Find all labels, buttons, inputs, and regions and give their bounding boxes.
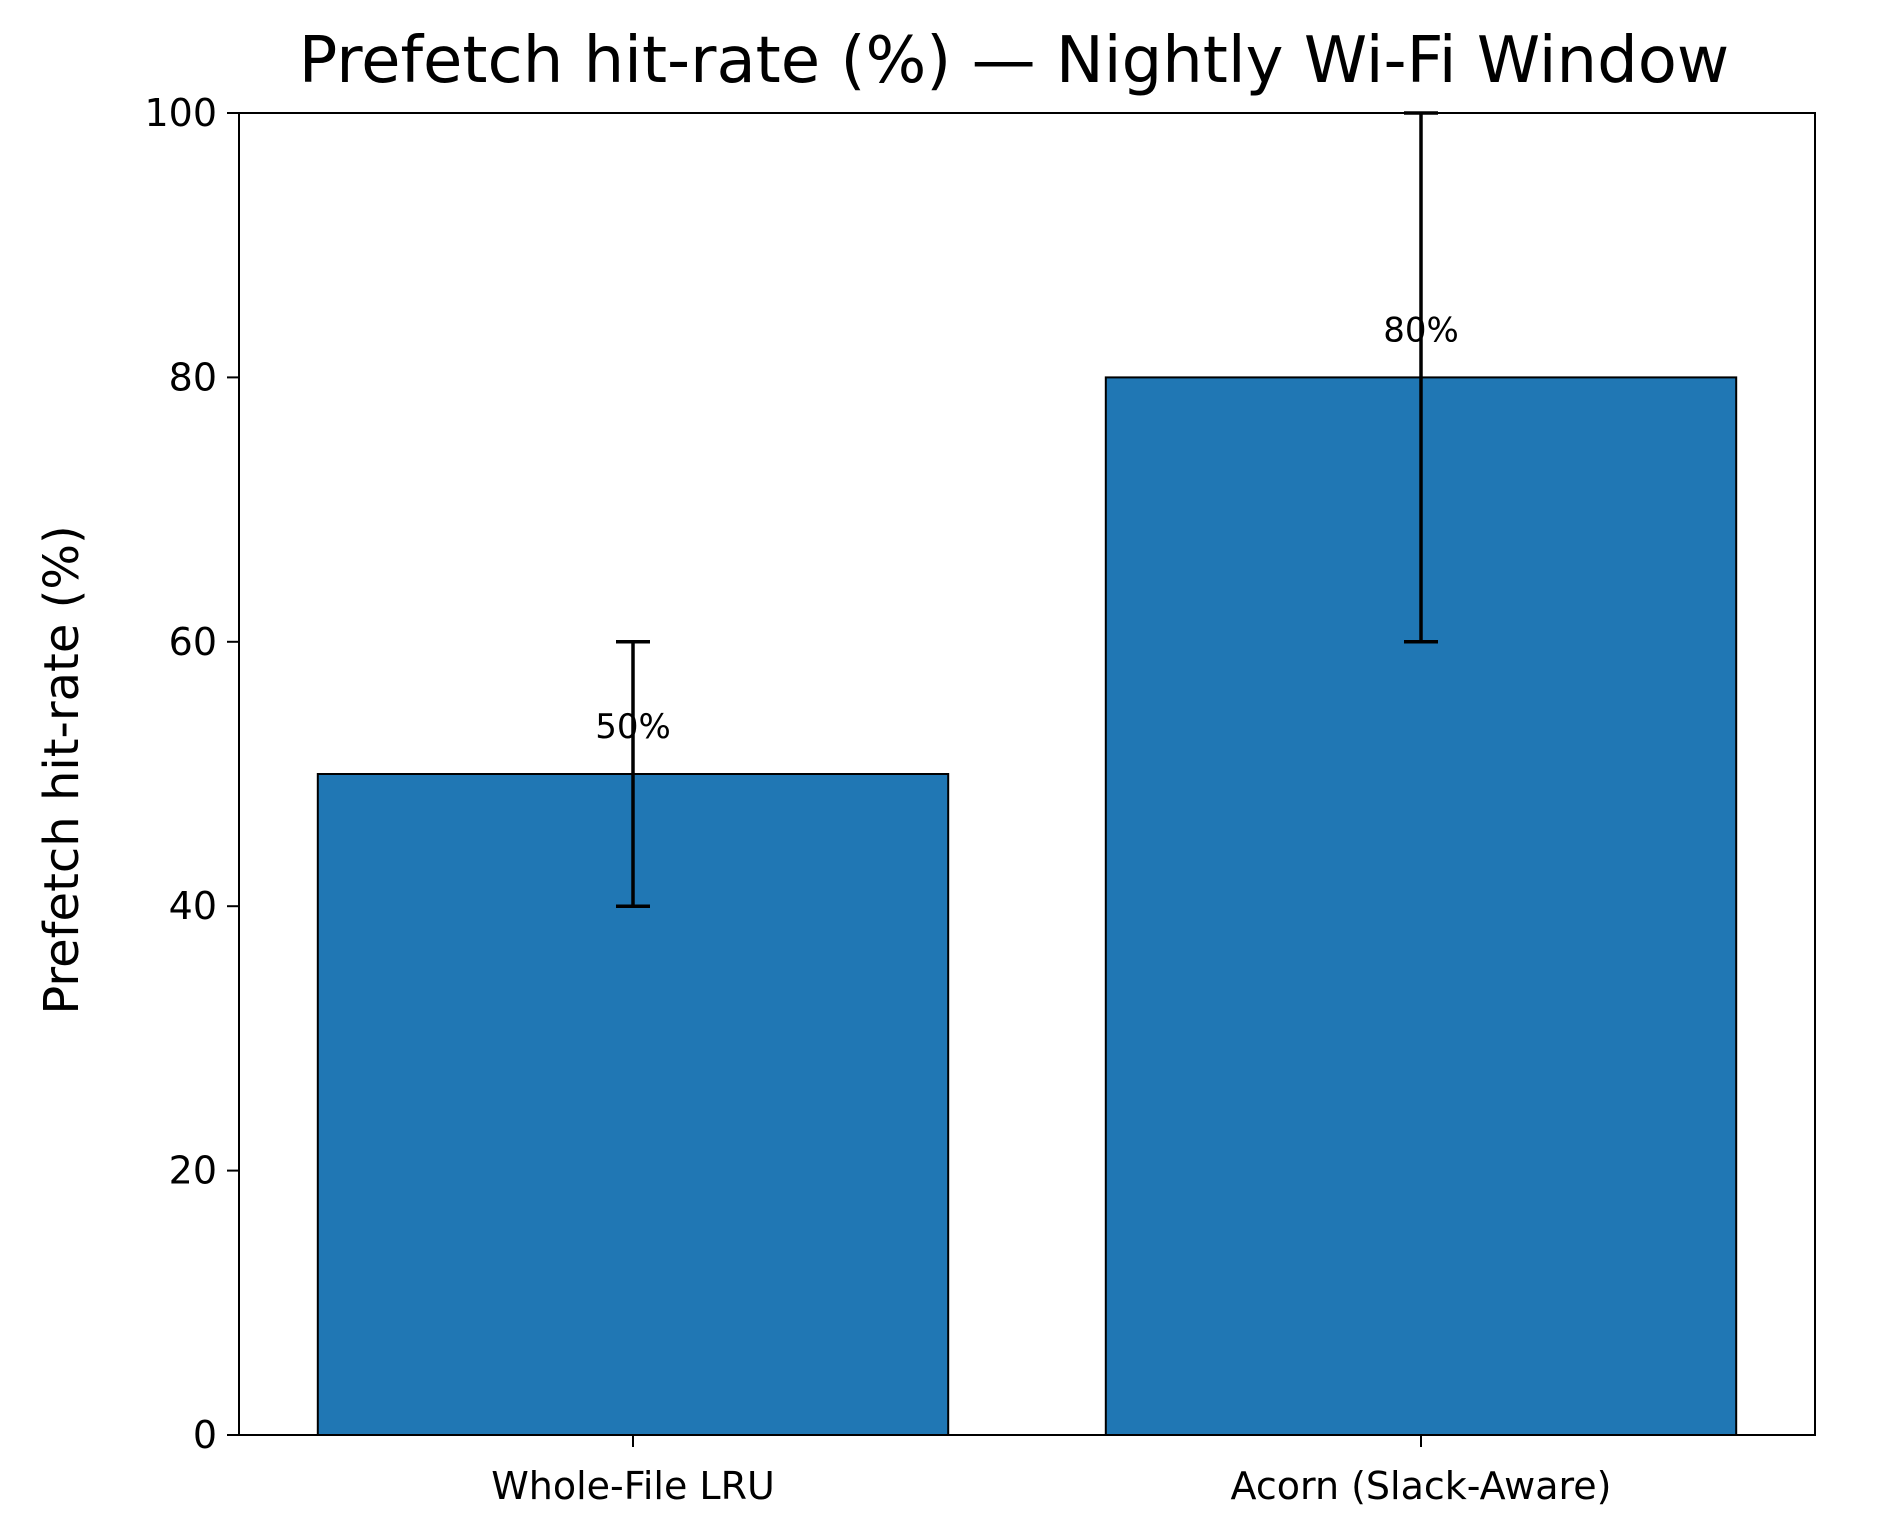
y-tick-label-20: 20 [169, 1149, 217, 1193]
y-tick-label-0: 0 [193, 1413, 217, 1457]
chart-title: Prefetch hit-rate (%) — Nightly Wi-Fi Wi… [299, 24, 1729, 98]
y-axis-label: Prefetch hit-rate (%) [34, 525, 90, 1014]
data-label-2: 80% [1383, 310, 1459, 350]
axes-frame [238, 112, 1816, 1436]
plot-area: 50% 80% 0 20 40 60 80 100 Whole-File LRU Acorn (S… [144, 91, 1816, 1508]
data-label-1: 50% [595, 707, 671, 747]
x-tick-label-1: Whole-File LRU [491, 1464, 775, 1508]
y-tick-label-100: 100 [144, 91, 217, 135]
y-tick-label-80: 80 [169, 355, 217, 399]
y-tick-label-60: 60 [169, 620, 217, 664]
x-tick-label-2: Acorn (Slack-Aware) [1231, 1464, 1612, 1508]
y-tick-label-40: 40 [169, 884, 217, 928]
